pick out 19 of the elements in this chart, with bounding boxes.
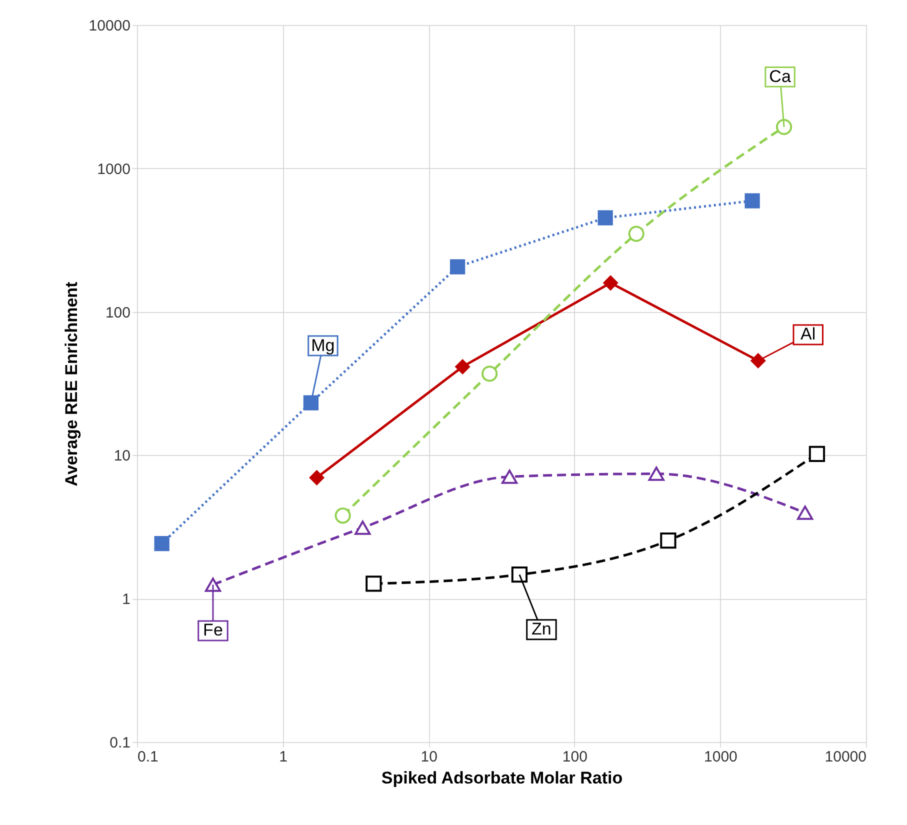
annotation: Al (800, 324, 816, 344)
annotation: Ca (769, 66, 792, 86)
y-tick-label: 1 (122, 591, 130, 608)
y-tick-label: 0.1 (110, 734, 130, 752)
annotation: Zn (532, 620, 552, 639)
x-tick-label: 10 (420, 748, 438, 766)
x-tick-label: 0.1 (138, 748, 158, 766)
y-tick-label: 100 (105, 304, 130, 322)
x-tick-label: 1000 (704, 748, 738, 766)
y-tick-label: 10000 (88, 18, 130, 34)
annotation: Fe (203, 620, 223, 640)
annotation: Mg (311, 336, 335, 355)
y-tick-label: 1000 (97, 160, 130, 178)
x-tick-label: 10000 (824, 748, 866, 766)
x-tick-label: 100 (562, 748, 588, 766)
y-tick-label: 10 (114, 448, 130, 465)
x-axis-title: Spiked Adsorbate Molar Ratio (381, 768, 623, 788)
y-axis-title: Average REE Enrichment (62, 281, 81, 486)
x-tick-label: 1 (279, 748, 288, 766)
